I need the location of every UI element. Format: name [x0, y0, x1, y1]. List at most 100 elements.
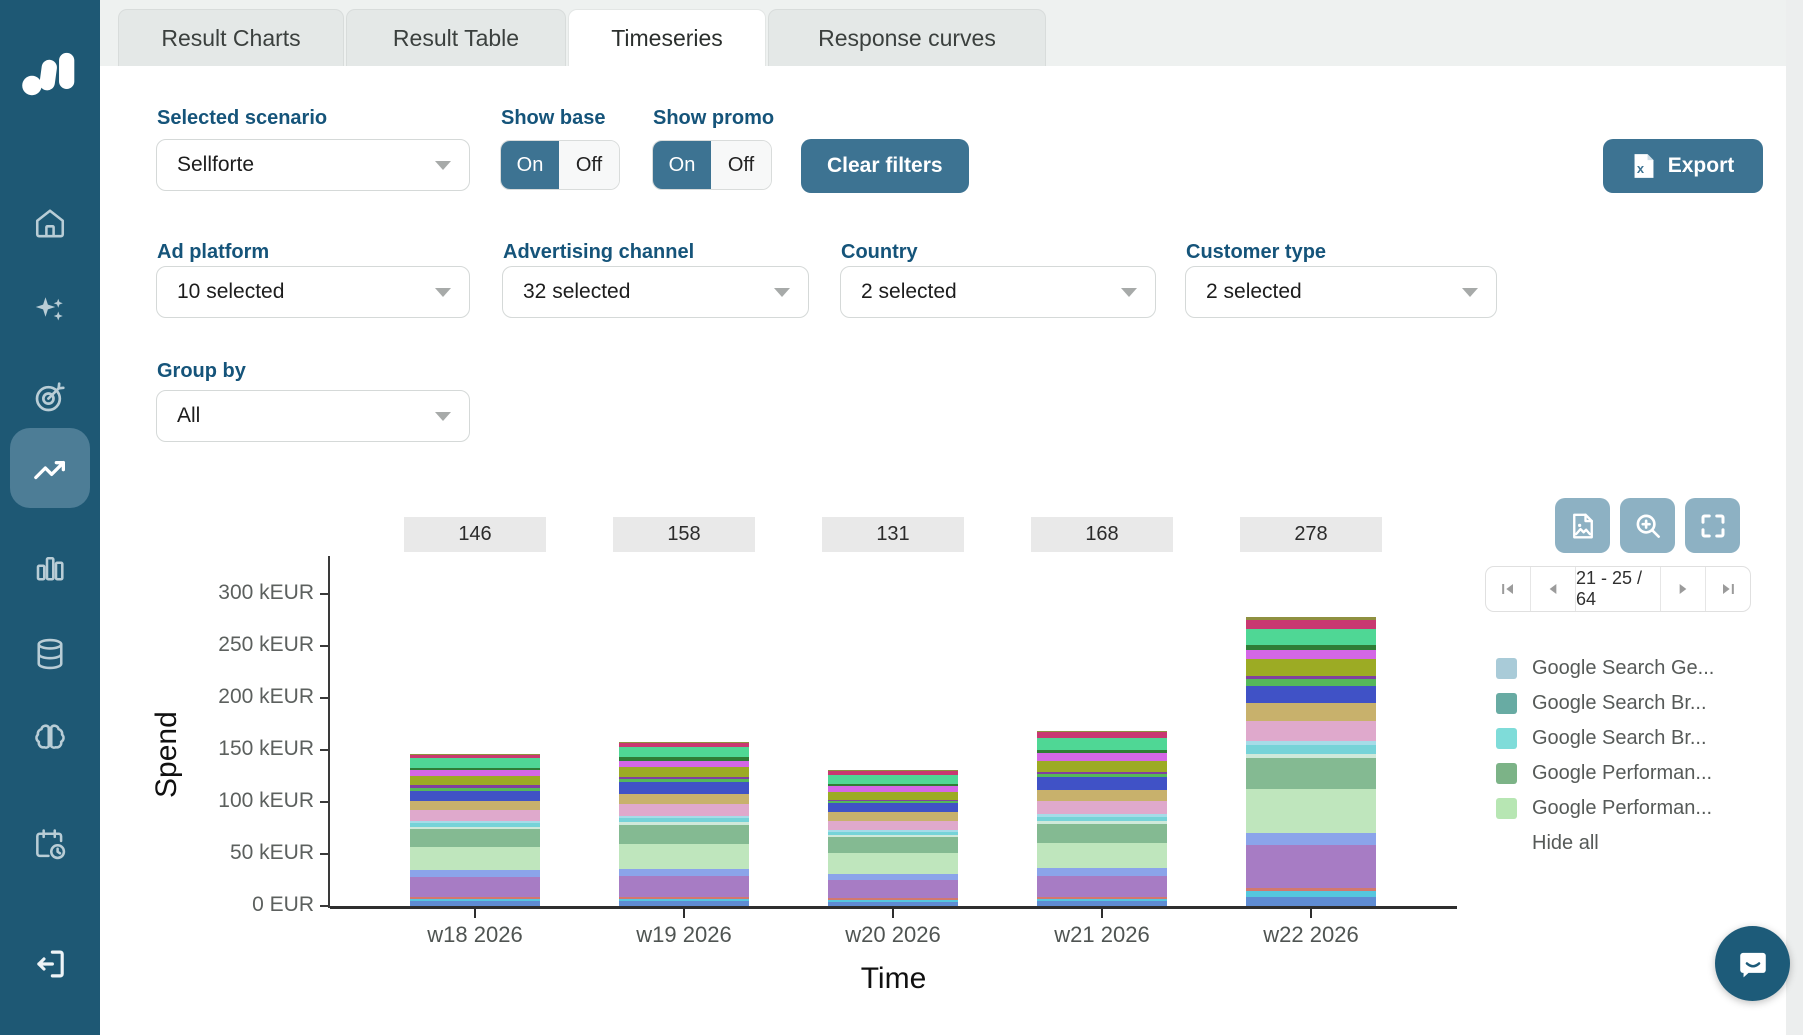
bar-segment-segment-21[interactable] [828, 769, 958, 771]
bar-segment-segment-10[interactable] [828, 830, 958, 833]
bar-segment-segment-01[interactable] [1037, 900, 1167, 906]
bar-segment-segment-21[interactable] [1246, 617, 1376, 621]
bar-segment-segment-08[interactable] [828, 835, 958, 838]
bar-segment-segment-12[interactable] [1246, 703, 1376, 721]
export-button[interactable]: x Export [1603, 139, 1763, 193]
bar-segment-segment-17[interactable] [619, 760, 749, 767]
bar-segment-segment-07[interactable] [410, 829, 540, 847]
bar-segment-segment-15[interactable] [1246, 676, 1376, 680]
bar-segment-segment-04[interactable] [1246, 844, 1376, 889]
bar-segment-segment-03[interactable] [828, 897, 958, 900]
bar-segment-segment-02[interactable] [1246, 891, 1376, 897]
bar-segment-segment-12[interactable] [828, 812, 958, 821]
bar-segment-segment-20[interactable] [828, 770, 958, 776]
stacked-bar[interactable] [410, 754, 540, 906]
download-image-button[interactable] [1555, 498, 1610, 553]
stacked-bar[interactable] [1037, 731, 1167, 906]
country-dropdown[interactable]: 2 selected [840, 266, 1156, 318]
bar-segment-segment-17[interactable] [1037, 753, 1167, 761]
pagination-first-button[interactable] [1486, 567, 1531, 611]
show-promo-off-button[interactable]: Off [711, 141, 771, 189]
clear-filters-button[interactable]: Clear filters [801, 139, 969, 193]
bar-segment-segment-18[interactable] [1037, 750, 1167, 754]
bar-segment-segment-14[interactable] [619, 779, 749, 783]
bar-segment-segment-15[interactable] [619, 777, 749, 780]
bar-segment-segment-16[interactable] [1037, 760, 1167, 772]
bar-segment-segment-07[interactable] [1246, 758, 1376, 789]
legend-item-2[interactable]: Google Search Br... [1496, 721, 1714, 756]
bar-segment-segment-20[interactable] [1246, 620, 1376, 630]
bar-segment-segment-11[interactable] [1246, 720, 1376, 741]
bar-segment-segment-06[interactable] [1246, 788, 1376, 834]
bar-segment-segment-10[interactable] [1246, 740, 1376, 745]
bar-segment-segment-02[interactable] [1037, 898, 1167, 901]
bar-segment-segment-19[interactable] [619, 747, 749, 758]
bar-segment-segment-02[interactable] [619, 898, 749, 901]
bar-segment-segment-04[interactable] [1037, 875, 1167, 897]
legend-item-4[interactable]: Google Performan... [1496, 791, 1714, 826]
scenario-dropdown[interactable]: Sellforte [156, 139, 470, 191]
bar-segment-segment-03[interactable] [1246, 888, 1376, 892]
bar-segment-segment-06[interactable] [410, 846, 540, 870]
bar-segment-segment-08[interactable] [1246, 754, 1376, 759]
bar-segment-segment-11[interactable] [1037, 801, 1167, 814]
advertising-channel-dropdown[interactable]: 32 selected [502, 266, 809, 318]
bar-segment-segment-20[interactable] [410, 755, 540, 759]
bar-segment-segment-11[interactable] [828, 820, 958, 831]
bar-segment-segment-02[interactable] [828, 899, 958, 902]
bar-segment-segment-12[interactable] [410, 801, 540, 811]
bar-segment-segment-01[interactable] [828, 901, 958, 906]
bar-segment-segment-12[interactable] [1037, 789, 1167, 802]
bar-segment-segment-09[interactable] [1246, 744, 1376, 755]
bar-segment-segment-18[interactable] [1246, 645, 1376, 651]
bar-segment-segment-13[interactable] [1037, 777, 1167, 790]
sidebar-item-data[interactable] [0, 636, 100, 672]
bar-segment-segment-06[interactable] [619, 843, 749, 869]
bar-segment-segment-16[interactable] [619, 766, 749, 778]
bar-segment-segment-04[interactable] [410, 876, 540, 897]
bar-segment-segment-20[interactable] [619, 742, 749, 747]
sidebar-item-timeseries[interactable] [0, 450, 100, 490]
bar-segment-segment-07[interactable] [828, 837, 958, 853]
bar-segment-segment-03[interactable] [1037, 896, 1167, 899]
sidebar-item-home[interactable] [0, 205, 100, 241]
bar-segment-segment-14[interactable] [828, 801, 958, 804]
bar-segment-segment-08[interactable] [1037, 820, 1167, 824]
bar-segment-segment-21[interactable] [1037, 731, 1167, 733]
bar-segment-segment-15[interactable] [1037, 771, 1167, 775]
bar-segment-segment-03[interactable] [619, 896, 749, 899]
bar-segment-segment-13[interactable] [619, 782, 749, 794]
bar-segment-segment-16[interactable] [828, 791, 958, 800]
bar-segment-segment-11[interactable] [619, 804, 749, 816]
bar-segment-segment-21[interactable] [619, 741, 749, 743]
bar-segment-segment-18[interactable] [619, 757, 749, 761]
bar-segment-segment-19[interactable] [1037, 737, 1167, 751]
bar-segment-segment-14[interactable] [410, 787, 540, 791]
bar-segment-segment-03[interactable] [410, 896, 540, 899]
sidebar-item-logout[interactable] [0, 945, 100, 983]
scrollbar-gutter[interactable] [1786, 0, 1803, 1035]
bar-segment-segment-17[interactable] [1246, 650, 1376, 659]
sidebar-item-results[interactable] [0, 550, 100, 586]
bar-segment-segment-13[interactable] [1246, 685, 1376, 704]
bar-segment-segment-01[interactable] [1246, 896, 1376, 906]
fullscreen-button[interactable] [1685, 498, 1740, 553]
stacked-bar[interactable] [1246, 617, 1376, 906]
stacked-bar[interactable] [619, 741, 749, 906]
bar-segment-segment-09[interactable] [1037, 816, 1167, 821]
bar-segment-segment-19[interactable] [828, 775, 958, 785]
bar-segment-segment-05[interactable] [619, 868, 749, 876]
legend-hide-all[interactable]: Hide all [1532, 832, 1599, 854]
customer-type-dropdown[interactable]: 2 selected [1185, 266, 1497, 318]
legend-item-1[interactable]: Google Search Br... [1496, 686, 1714, 721]
sidebar-item-targets[interactable] [0, 378, 100, 416]
legend-item-0[interactable]: Google Search Ge... [1496, 651, 1714, 686]
bar-segment-segment-09[interactable] [410, 822, 540, 828]
bar-segment-segment-10[interactable] [619, 815, 749, 818]
bar-segment-segment-19[interactable] [1246, 629, 1376, 646]
bar-segment-segment-07[interactable] [1037, 823, 1167, 843]
bar-segment-segment-05[interactable] [828, 873, 958, 881]
pagination-next-button[interactable] [1661, 567, 1706, 611]
bar-segment-segment-12[interactable] [619, 793, 749, 805]
bar-segment-segment-13[interactable] [410, 790, 540, 802]
